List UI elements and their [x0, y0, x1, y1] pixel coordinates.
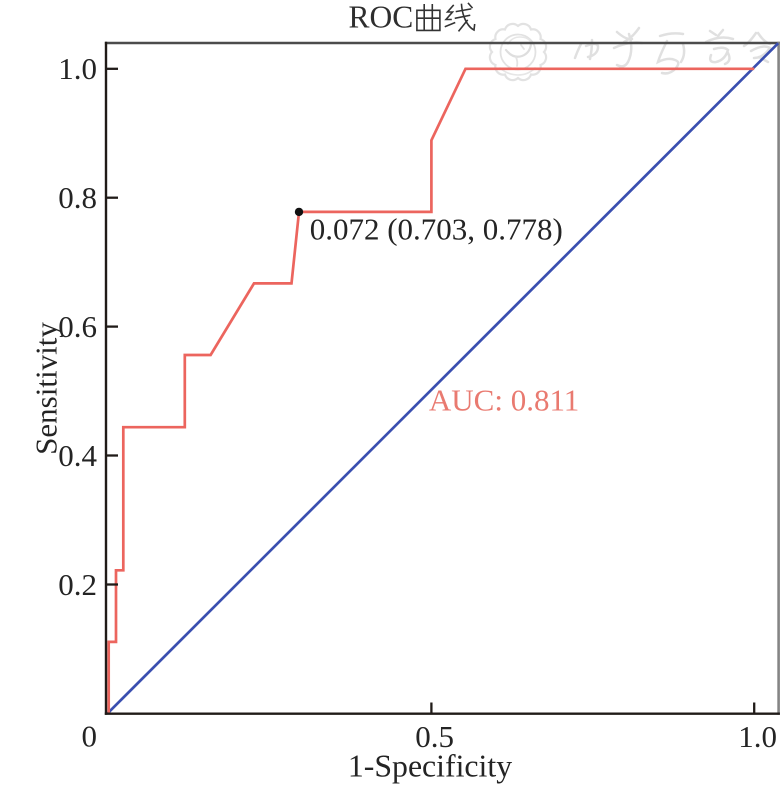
svg-text:Sensitivity: Sensitivity: [29, 322, 64, 455]
svg-text:0.8: 0.8: [58, 180, 97, 215]
svg-text:1-Specificity: 1-Specificity: [348, 749, 512, 784]
svg-text:0.5: 0.5: [415, 719, 454, 754]
svg-text:0.4: 0.4: [58, 438, 97, 473]
svg-text:1.0: 1.0: [58, 51, 97, 86]
svg-text:0.072 (0.703, 0.778): 0.072 (0.703, 0.778): [310, 211, 563, 246]
svg-text:0.6: 0.6: [58, 309, 97, 344]
svg-text:ROC: ROC: [349, 0, 414, 35]
svg-text:0: 0: [82, 719, 98, 754]
svg-text:AUC: 0.811: AUC: 0.811: [429, 383, 579, 418]
svg-text:1.0: 1.0: [738, 719, 777, 754]
svg-text:0.2: 0.2: [58, 567, 97, 602]
